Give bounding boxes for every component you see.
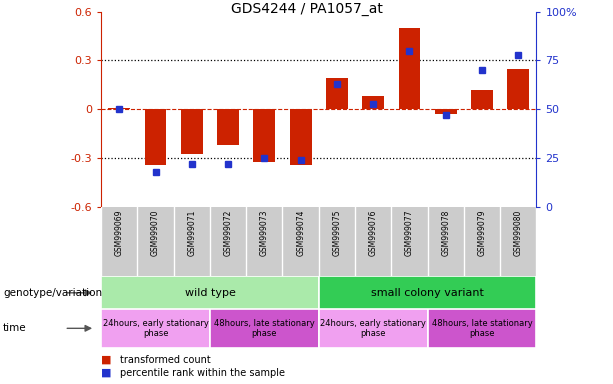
Bar — [210, 309, 319, 348]
Bar — [471, 90, 493, 109]
Text: 24hours, early stationary
phase: 24hours, early stationary phase — [102, 319, 208, 338]
Text: transformed count: transformed count — [120, 355, 210, 365]
Text: GSM999071: GSM999071 — [188, 209, 196, 256]
Text: GSM999076: GSM999076 — [368, 209, 378, 256]
Bar — [181, 109, 203, 154]
Text: GSM999074: GSM999074 — [296, 209, 305, 256]
Bar — [319, 276, 536, 309]
Text: 48hours, late stationary
phase: 48hours, late stationary phase — [214, 319, 314, 338]
Text: GSM999080: GSM999080 — [514, 209, 523, 256]
Bar — [217, 109, 239, 146]
Text: GSM999072: GSM999072 — [224, 209, 232, 256]
Text: GSM999077: GSM999077 — [405, 209, 414, 256]
Text: GSM999073: GSM999073 — [260, 209, 269, 256]
Bar — [101, 309, 210, 348]
Text: ■: ■ — [101, 367, 112, 378]
Text: time: time — [3, 323, 27, 333]
Text: GSM999079: GSM999079 — [478, 209, 487, 256]
Text: GDS4244 / PA1057_at: GDS4244 / PA1057_at — [230, 2, 383, 16]
Bar — [319, 309, 428, 348]
Text: ■: ■ — [101, 355, 112, 365]
Text: GSM999070: GSM999070 — [151, 209, 160, 256]
Text: percentile rank within the sample: percentile rank within the sample — [120, 367, 284, 378]
Bar — [398, 28, 421, 109]
Bar — [435, 109, 457, 114]
Text: GSM999075: GSM999075 — [332, 209, 341, 256]
Text: 24hours, early stationary
phase: 24hours, early stationary phase — [320, 319, 426, 338]
Bar — [109, 108, 130, 109]
Bar — [362, 96, 384, 109]
Bar — [101, 276, 319, 309]
Bar — [428, 309, 536, 348]
Bar — [508, 69, 529, 109]
Bar — [290, 109, 311, 165]
Text: wild type: wild type — [185, 288, 235, 298]
Bar — [326, 78, 348, 109]
Text: GSM999069: GSM999069 — [115, 209, 124, 256]
Text: genotype/variation: genotype/variation — [3, 288, 102, 298]
Text: GSM999078: GSM999078 — [441, 209, 450, 256]
Text: 48hours, late stationary
phase: 48hours, late stationary phase — [432, 319, 532, 338]
Text: small colony variant: small colony variant — [371, 288, 484, 298]
Bar — [254, 109, 275, 162]
Bar — [145, 109, 167, 165]
